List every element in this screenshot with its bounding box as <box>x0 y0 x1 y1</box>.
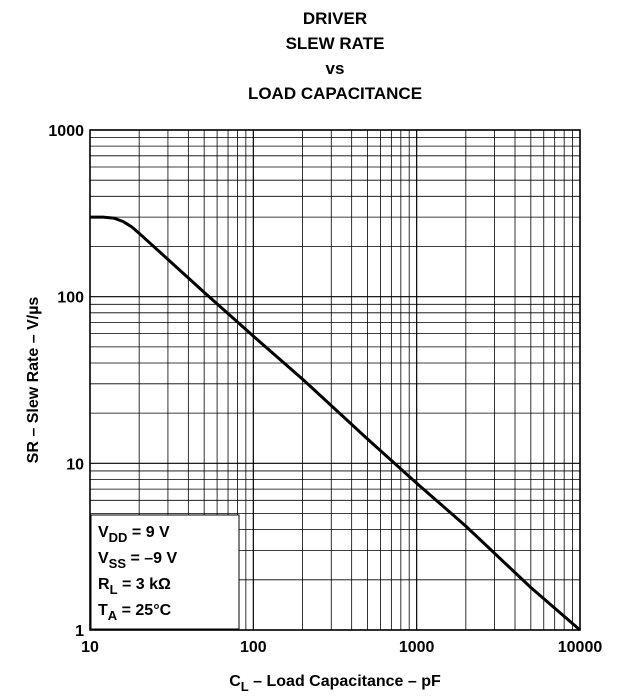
annotation-symbol: T <box>98 602 108 619</box>
x-label-subscript: L <box>241 679 249 694</box>
annotation: VSS = –9 V <box>98 550 177 571</box>
annotation-subscript: L <box>110 582 118 597</box>
annotation-symbol: R <box>98 576 110 593</box>
x-tick-label: 10 <box>81 639 99 656</box>
annotation: VDD = 9 V <box>98 524 170 545</box>
annotation-subscript: A <box>108 608 118 623</box>
data-line <box>90 215 581 632</box>
annotation-text: = 9 V <box>127 524 170 541</box>
chart-title: LOAD CAPACITANCE <box>248 84 422 103</box>
y-tick-label: 1 <box>75 623 84 640</box>
annotation: RL = 3 kΩ <box>98 576 171 597</box>
x-tick-label: 1000 <box>399 639 435 656</box>
y-tick-label: 1000 <box>48 123 84 140</box>
chart-title: DRIVER <box>303 9 367 28</box>
annotation-symbol: V <box>98 550 109 567</box>
annotation: TA = 25°C <box>98 602 172 623</box>
annotation-subscript: SS <box>109 556 127 571</box>
x-axis-label: CL – Load Capacitance – pF <box>229 673 441 694</box>
annotation-symbol: V <box>98 524 109 541</box>
annotation-text: = –9 V <box>126 550 177 567</box>
annotation-text: = 3 kΩ <box>118 576 171 593</box>
y-axis-label: SR – Slew Rate – V/µs <box>25 297 42 464</box>
x-label-symbol: C <box>229 673 241 690</box>
annotation-text: = 25°C <box>117 602 171 619</box>
plot-frame <box>89 129 581 631</box>
chart-title: SLEW RATE <box>286 34 385 53</box>
x-tick-label: 100 <box>240 639 267 656</box>
chart-title: vs <box>326 59 345 78</box>
annotation-subscript: DD <box>109 530 128 545</box>
annotation-box <box>90 514 240 630</box>
x-tick-label: 10000 <box>558 639 603 656</box>
y-tick-label: 10 <box>66 456 84 473</box>
y-tick-label: 100 <box>57 290 84 307</box>
x-label-text: – Load Capacitance – pF <box>249 673 441 690</box>
